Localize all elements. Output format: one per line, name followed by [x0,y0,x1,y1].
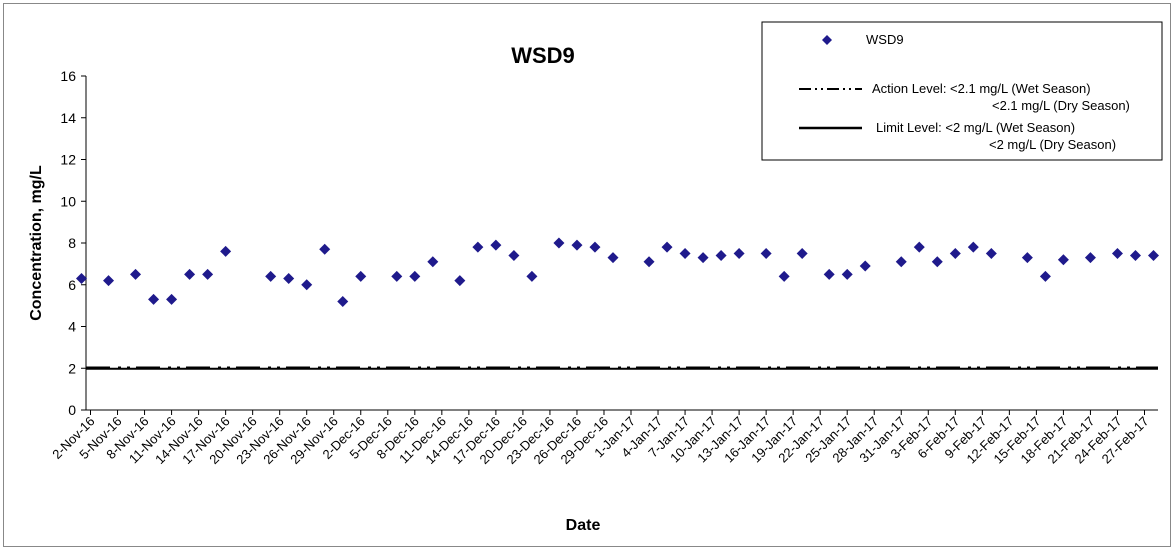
data-point [985,247,997,259]
legend-entry-wsd9: WSD9 [822,32,904,47]
data-point [715,250,727,262]
legend-label-wsd9: WSD9 [866,32,904,47]
data-point [508,250,520,262]
data-point [1129,250,1141,262]
y-tick-label: 10 [60,193,76,209]
data-point [355,270,367,282]
data-point [778,270,790,282]
data-point [337,295,349,307]
data-point [949,247,961,259]
data-point [697,252,709,264]
data-point [283,272,295,284]
data-point [1111,247,1123,259]
y-tick-label: 2 [68,360,76,376]
data-point [796,247,808,259]
data-point [220,245,232,257]
chart-frame: WSD9 Concentration, mg/L Date 0 2 4 6 8 10 12 1… [3,3,1171,547]
legend-entry-limit-level: Limit Level: <2 mg/L (Wet Season) <2 mg/… [799,120,1116,152]
legend-label-action-level-dry: <2.1 mg/L (Dry Season) [992,98,1130,113]
y-tick-label: 12 [60,152,76,168]
data-point [75,272,87,284]
legend-label-action-level: Action Level: <2.1 mg/L (Wet Season) [872,81,1091,96]
data-point [553,237,565,249]
data-point [1021,252,1033,264]
data-point [823,268,835,280]
data-point [1039,270,1051,282]
plot-area: 02468101214162-Nov-165-Nov-168-Nov-1611-… [49,68,1159,467]
data-point [265,270,277,282]
data-point [733,247,745,259]
data-point [895,256,907,268]
data-point [1057,254,1069,266]
legend-label-limit-level-dry: <2 mg/L (Dry Season) [989,137,1116,152]
data-point [913,241,925,253]
data-point [130,268,142,280]
data-point [472,241,484,253]
data-point [760,247,772,259]
data-point [931,256,943,268]
legend-label-limit-level: Limit Level: <2 mg/L (Wet Season) [876,120,1075,135]
legend-entry-action-level: Action Level: <2.1 mg/L (Wet Season) <2.… [799,81,1130,113]
data-point [103,275,115,287]
data-point [967,241,979,253]
data-point [1084,252,1096,264]
data-point [202,268,214,280]
y-tick-label: 14 [60,110,76,126]
data-point [526,270,538,282]
data-point [148,293,160,305]
data-point [841,268,853,280]
data-point [1147,250,1159,262]
data-point [184,268,196,280]
data-point [454,275,466,287]
y-axis-label: Concentration, mg/L [28,165,45,321]
legend-box [761,21,1163,161]
y-tick-label: 16 [60,68,76,84]
data-point [571,239,583,251]
chart-svg: WSD9 Concentration, mg/L Date 0 2 4 6 8 10 12 1… [28,21,1163,534]
data-point [301,279,313,291]
data-point [859,260,871,272]
chart-title: WSD9 [511,43,575,68]
data-point [679,247,691,259]
data-point [661,241,673,253]
data-point [427,256,439,268]
data-point [607,252,619,264]
data-point [409,270,421,282]
data-point [319,243,331,255]
data-point [166,293,178,305]
data-point [490,239,502,251]
y-tick-label: 8 [68,235,76,251]
data-point [589,241,601,253]
y-tick-label: 0 [68,402,76,418]
legend: WSD9 Action Level: <2.1 mg/L (Wet Season… [761,21,1163,161]
data-point [643,256,655,268]
x-axis-label: Date [566,517,601,534]
data-point [391,270,403,282]
y-tick-label: 4 [68,319,76,335]
y-tick-label: 6 [68,277,76,293]
diamond-marker-icon [822,35,832,45]
